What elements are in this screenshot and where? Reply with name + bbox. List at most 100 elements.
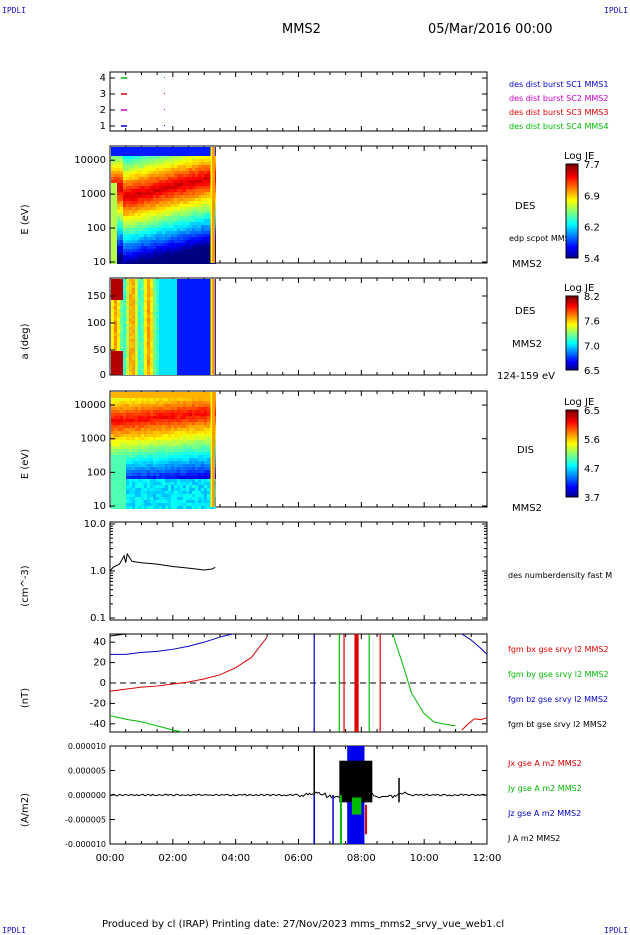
- pitch-colorbar-cell: [566, 368, 578, 371]
- y-axis-label: (cm^-3): [20, 565, 31, 606]
- des-colorbar-cell: [566, 166, 578, 170]
- current-legend-1: Jx gse A m2 MMS2: [507, 759, 582, 768]
- pitch-colorbar-cell: [566, 316, 578, 319]
- dis-colorbar-cell: [566, 460, 578, 463]
- x-tick-label: 04:00: [221, 853, 250, 864]
- dis-colorbar-cell: [566, 479, 578, 483]
- des-colorbar-cell: [566, 241, 578, 245]
- dis-colorbar-cell: [566, 468, 578, 472]
- density-y-label: 1.0: [90, 566, 106, 577]
- des-mms2-label: MMS2: [512, 259, 542, 270]
- pitch-colorbar-cell: [566, 344, 578, 347]
- des-colorbar-cell: [566, 227, 578, 231]
- y-axis-label: E (eV): [20, 204, 31, 234]
- pitch-colorbar-cell: [566, 345, 578, 349]
- energy-y-1-label: 10000: [74, 155, 106, 166]
- dis-colorbar-cell: [566, 427, 578, 431]
- des-colorbar-tick: 6.9: [584, 191, 600, 202]
- dis-colorbar-cell: [566, 423, 578, 426]
- burst-y-label: 4: [100, 73, 106, 84]
- current-jy-block: [351, 797, 362, 815]
- x-tick-label: 06:00: [284, 853, 313, 864]
- energy-y-3-label: 1000: [81, 434, 106, 445]
- des-colorbar-cell: [566, 220, 578, 224]
- pitch-y-label: 150: [87, 291, 106, 302]
- dis-colorbar-cell: [566, 412, 578, 415]
- pitch-colorbar-cell: [566, 331, 578, 334]
- pitch-colorbar-cell: [566, 318, 578, 321]
- dis-colorbar-cell: [566, 436, 578, 439]
- pitch-colorbar-cell: [566, 358, 578, 362]
- fgm-bz-line: [110, 633, 233, 655]
- des-colorbar-cell: [566, 180, 578, 184]
- des-colorbar-cell: [566, 178, 578, 181]
- des-energy-heatmap-stripe2: [212, 147, 216, 263]
- pitch-colorbar-cell: [566, 333, 578, 336]
- des-colorbar-cell: [566, 199, 578, 203]
- des-pitch-heatmap-stripe2: [212, 279, 216, 375]
- burst-dot: [164, 93, 165, 94]
- pitch-colorbar-cell: [566, 338, 578, 341]
- dis-colorbar-tick: 3.7: [584, 493, 600, 504]
- dis-colorbar-cell: [566, 444, 578, 448]
- des-colorbar-cell: [566, 211, 578, 214]
- panel-frame-4: [109, 521, 488, 621]
- des-colorbar-cell: [566, 203, 578, 207]
- des-colorbar-cell: [566, 225, 578, 228]
- current-j-block: [339, 760, 373, 803]
- dis-colorbar-cell: [566, 446, 578, 450]
- dis-colorbar-cell: [566, 494, 578, 498]
- pitch-colorbar-cell: [566, 366, 578, 369]
- energy-y-1-label: 1000: [81, 189, 106, 200]
- current-legend-4: J A m2 MMS2: [507, 834, 560, 843]
- des-colorbar-cell: [566, 189, 578, 193]
- des-colorbar-cell: [566, 236, 578, 240]
- pitch-colorbar-cell: [566, 297, 578, 301]
- pitch-colorbar-tick: 7.0: [584, 341, 600, 352]
- dis-colorbar-cell: [566, 449, 578, 452]
- pitch-colorbar-cell: [566, 355, 578, 358]
- dis-energy-heatmap-stripe2: [212, 392, 216, 507]
- dis-colorbar-cell: [566, 418, 578, 422]
- x-tick-label: 12:00: [473, 853, 502, 864]
- scpot-label: edp scpot MMS2: [509, 234, 575, 243]
- dis-colorbar-cell: [566, 466, 578, 470]
- dis-colorbar-cell: [566, 455, 578, 459]
- dis-colorbar-cell: [566, 414, 578, 418]
- dis-colorbar-cell: [566, 477, 578, 481]
- energy-y-3-label: 10000: [74, 400, 106, 411]
- des-colorbar-frame: [565, 163, 579, 259]
- des-colorbar-tick: 6.2: [584, 223, 600, 234]
- burst-y-label: 2: [100, 105, 106, 116]
- pitch-colorbar-tick: 6.5: [584, 366, 600, 377]
- energy-y-1-label: 100: [87, 223, 106, 234]
- current-legend-3: Jz gse A m2 MMS2: [507, 809, 581, 818]
- pitch-colorbar-tick: 7.6: [584, 317, 600, 328]
- pitch-colorbar-frame: [565, 295, 579, 371]
- dis-colorbar-cell: [566, 464, 578, 468]
- des-colorbar-cell: [566, 218, 578, 221]
- fgm-bx-line: [109, 636, 268, 692]
- fgm-y-label: 40: [93, 637, 106, 648]
- current-y-label: 0.000010: [68, 742, 106, 751]
- pitch-colorbar-cell: [566, 329, 578, 332]
- dis-colorbar-cell: [566, 457, 578, 461]
- des-colorbar-cell: [566, 234, 578, 238]
- pitch-y-label: 50: [93, 345, 106, 356]
- fgm-y-label: -40: [90, 719, 106, 730]
- des-pitch-heatmap: [111, 279, 216, 375]
- energy-y-1-label: 10: [93, 257, 106, 268]
- fgm-bx2-line: [461, 717, 488, 731]
- density-y-label: 0.1: [90, 613, 106, 624]
- fgm-y-label: 20: [93, 658, 106, 669]
- des-pitch-label: DES: [515, 306, 535, 317]
- x-tick-label: 08:00: [347, 853, 376, 864]
- pitch-colorbar-tick: 8.2: [584, 292, 600, 303]
- des-colorbar-cell: [566, 208, 578, 212]
- current-y-label: 0.000000: [68, 791, 106, 800]
- fgm-y-label: -20: [90, 698, 106, 709]
- fgm-legend-4: fgm bt gse srvy l2 MMS2: [508, 720, 607, 729]
- des-colorbar-cell: [566, 185, 578, 188]
- burst-y-label: 1: [100, 121, 106, 132]
- dis-colorbar-cell: [566, 429, 578, 433]
